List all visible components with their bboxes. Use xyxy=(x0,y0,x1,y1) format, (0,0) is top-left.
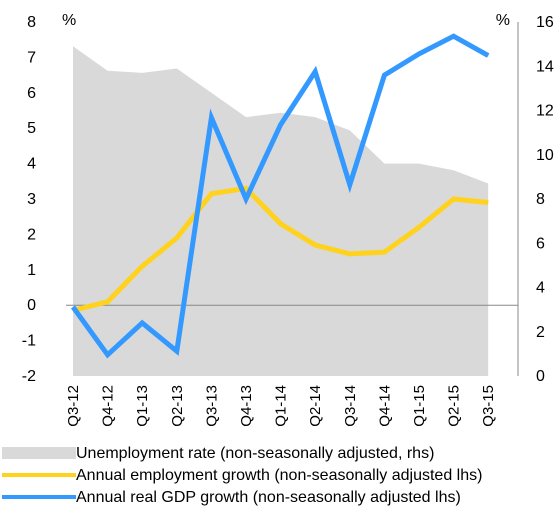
left-tick-label: 7 xyxy=(27,49,36,66)
left-axis: 8 7 6 5 4 3 2 1 0 -1 -2 xyxy=(22,14,36,385)
legend-label: Unemployment rate (non-seasonally adjust… xyxy=(76,445,434,462)
x-tick-label: Q1-13 xyxy=(134,385,151,427)
left-tick-label: 4 xyxy=(27,156,36,173)
legend-swatch-unemployment xyxy=(2,447,76,459)
right-axis: 16 14 12 10 8 6 4 2 0 xyxy=(536,14,554,385)
left-tick-label: 2 xyxy=(27,226,36,243)
left-tick-label: 6 xyxy=(27,85,36,102)
x-tick-label: Q2-15 xyxy=(446,385,463,427)
plot-area xyxy=(66,22,519,377)
right-tick-label: 10 xyxy=(536,147,554,164)
right-axis-unit: % xyxy=(496,12,510,29)
area-layer xyxy=(73,46,489,377)
x-tick-label: Q3-15 xyxy=(480,385,497,427)
legend: Unemployment rate (non-seasonally adjust… xyxy=(2,445,482,506)
right-tick-label: 8 xyxy=(536,191,545,208)
x-tick-label: Q3-12 xyxy=(65,385,82,427)
right-tick-label: 0 xyxy=(536,368,545,385)
series-area-unemployment xyxy=(73,46,489,377)
right-tick-label: 12 xyxy=(536,103,554,120)
x-tick-label: Q4-12 xyxy=(100,385,117,427)
right-tick-label: 4 xyxy=(536,280,545,297)
x-tick-label: Q3-14 xyxy=(342,385,359,427)
x-tick-label: Q1-15 xyxy=(411,385,428,427)
right-tick-label: 16 xyxy=(536,14,554,31)
left-tick-label: -2 xyxy=(22,368,36,385)
left-tick-label: 8 xyxy=(27,14,36,31)
x-tick-label: Q4-14 xyxy=(376,385,393,427)
x-tick-label: Q2-14 xyxy=(307,385,324,427)
right-tick-label: 6 xyxy=(536,235,545,252)
x-tick-label: Q1-14 xyxy=(273,385,290,427)
right-tick-label: 14 xyxy=(536,58,554,75)
left-axis-unit: % xyxy=(62,12,76,29)
x-tick-label: Q4-13 xyxy=(238,385,255,427)
x-axis: Q3-12 Q4-12 Q1-13 Q2-13 Q3-13 Q4-13 Q1-14 Q2-14… xyxy=(65,385,497,427)
legend-label: Annual employment growth (non-seasonally… xyxy=(76,467,482,484)
x-tick-label: Q3-13 xyxy=(203,385,220,427)
left-tick-label: 0 xyxy=(27,297,36,314)
left-tick-label: 3 xyxy=(27,191,36,208)
left-tick-label: 5 xyxy=(27,120,36,137)
right-tick-label: 2 xyxy=(536,324,545,341)
legend-label: Annual real GDP growth (non-seasonally a… xyxy=(76,489,461,506)
left-tick-label: 1 xyxy=(27,262,36,279)
x-tick-label: Q2-13 xyxy=(169,385,186,427)
line-layer xyxy=(70,33,490,359)
left-tick-label: -1 xyxy=(22,333,36,350)
